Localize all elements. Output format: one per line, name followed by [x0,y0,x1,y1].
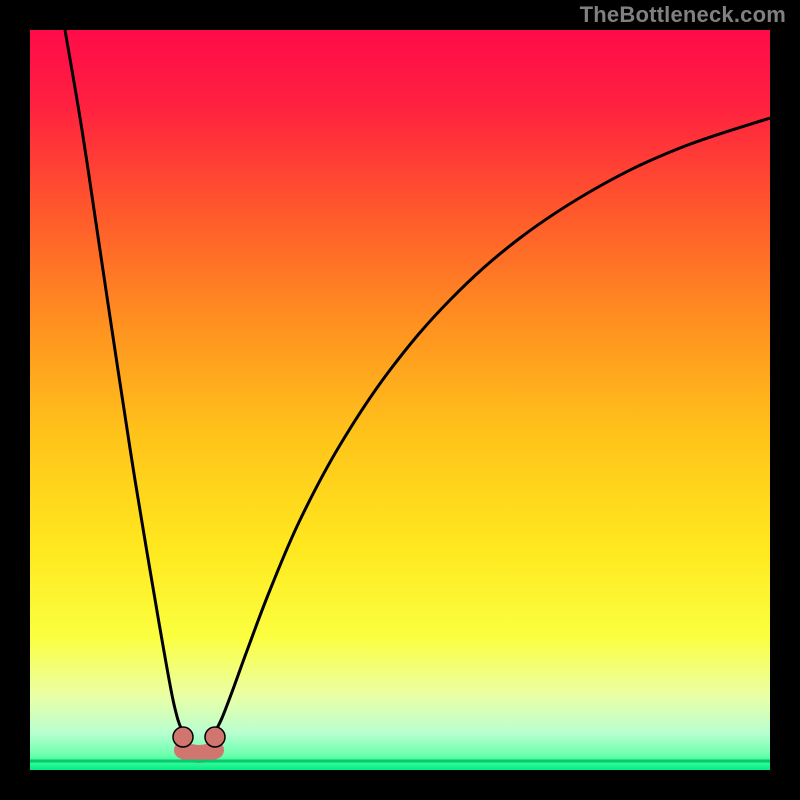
valley-bridge [183,750,215,754]
valley-marker-dot [173,727,193,747]
chart-container: TheBottleneck.com [0,0,800,800]
bottleneck-chart [0,0,800,800]
gradient-background [30,30,770,770]
watermark-text: TheBottleneck.com [580,2,786,28]
valley-marker-dot [205,727,225,747]
